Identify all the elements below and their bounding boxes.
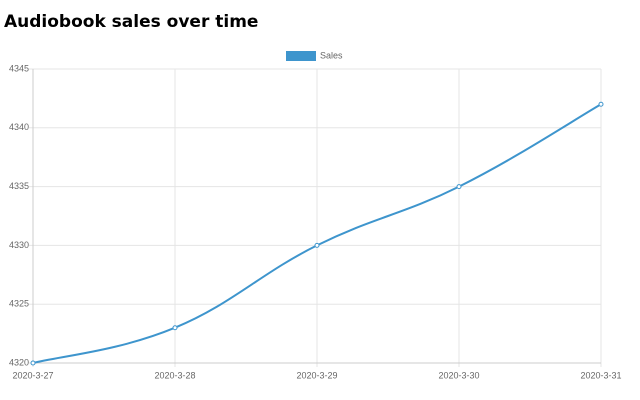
legend-label: Sales (320, 50, 343, 60)
x-tick-label: 2020-3-28 (154, 370, 195, 380)
legend-swatch (286, 51, 316, 61)
point (172, 325, 178, 331)
y-tick-label: 4330 (9, 240, 29, 250)
point (456, 184, 462, 190)
y-tick-label: 4335 (9, 181, 29, 191)
x-tick-label: 2020-3-30 (438, 370, 479, 380)
point (314, 242, 320, 248)
x-tick-label: 2020-3-27 (12, 370, 53, 380)
y-tick-label: 4325 (9, 299, 29, 309)
x-tick-label: 2020-3-29 (296, 370, 337, 380)
point (30, 360, 36, 366)
y-tick-label: 4345 (9, 63, 29, 73)
y-tick-label: 4340 (9, 122, 29, 132)
y-tick-label: 4320 (9, 357, 29, 367)
chart-title: Audiobook sales over time (4, 12, 258, 32)
point (598, 101, 604, 107)
x-tick-label: 2020-3-31 (580, 370, 621, 380)
